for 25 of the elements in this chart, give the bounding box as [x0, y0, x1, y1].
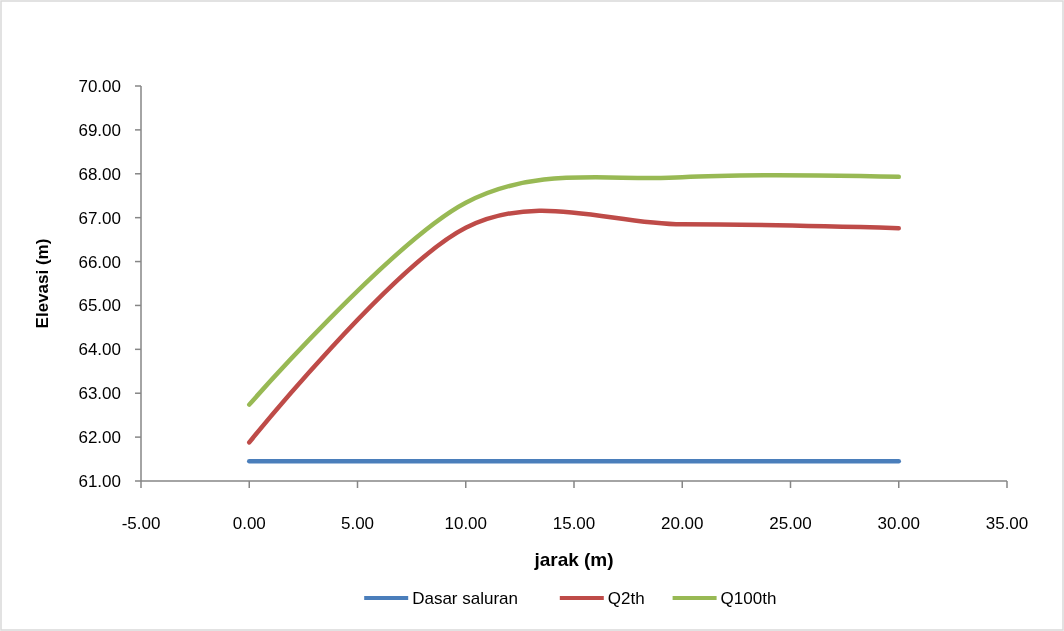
- x-tick-label: 10.00: [444, 514, 488, 533]
- y-tick-label: 70.00: [78, 76, 121, 96]
- x-tick-label: 15.00: [552, 514, 596, 533]
- x-tick-label: -5.00: [121, 514, 161, 533]
- x-tick-label: 0.00: [232, 514, 266, 533]
- legend-label: Q2th: [607, 588, 645, 608]
- legend-label: Dasar saluran: [412, 588, 519, 608]
- x-tick-label: 25.00: [769, 514, 812, 533]
- y-tick-label: 67.00: [78, 208, 121, 228]
- y-tick-label: 64.00: [78, 340, 121, 360]
- legend-label: Q100th: [720, 588, 777, 608]
- x-tick-label: 30.00: [877, 514, 921, 533]
- y-tick-label: 65.00: [78, 296, 121, 316]
- x-tick-label: 35.00: [985, 514, 1029, 533]
- line-series: [247, 173, 901, 407]
- y-tick-label: 62.00: [78, 428, 121, 448]
- y-axis-title: Elevasi (m): [33, 238, 52, 329]
- x-tick-label: 20.00: [660, 514, 704, 533]
- x-tick-label: 5.00: [340, 514, 375, 533]
- y-tick-label: 61.00: [78, 471, 121, 491]
- y-tick-label: 69.00: [78, 120, 121, 140]
- x-axis-title: jarak (m): [533, 549, 614, 570]
- y-tick-label: 68.00: [78, 164, 121, 184]
- y-tick-label: 66.00: [78, 252, 121, 272]
- y-tick-label: 63.00: [78, 384, 121, 404]
